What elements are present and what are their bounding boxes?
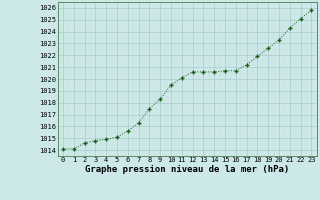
X-axis label: Graphe pression niveau de la mer (hPa): Graphe pression niveau de la mer (hPa) — [85, 165, 289, 174]
